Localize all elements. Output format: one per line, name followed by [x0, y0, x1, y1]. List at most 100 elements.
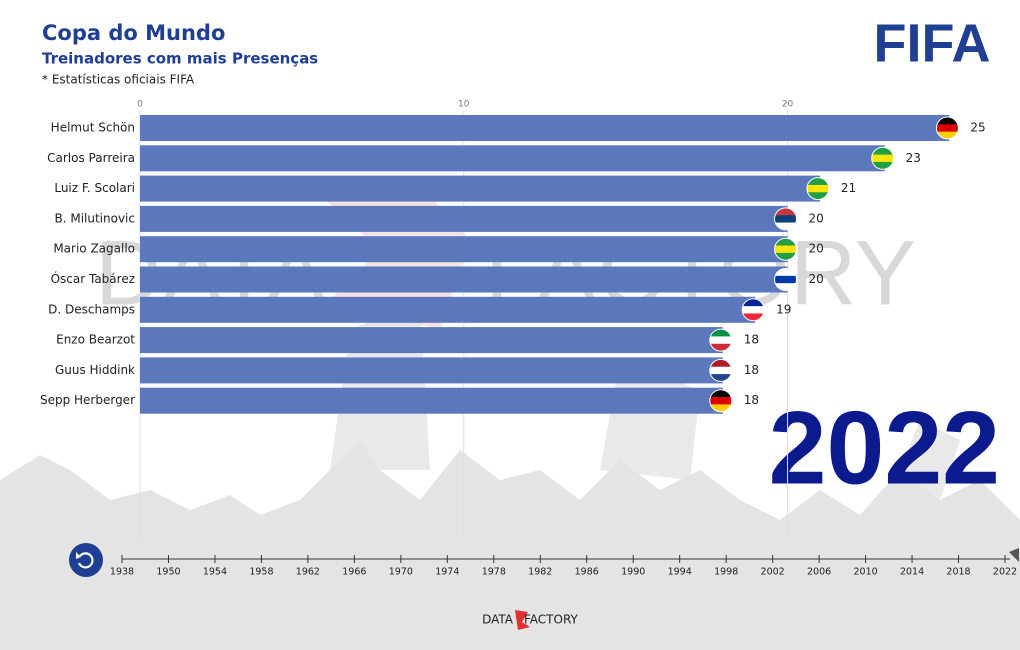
value-label: 20: [809, 272, 824, 286]
value-label: 21: [841, 181, 856, 195]
bar: [140, 145, 885, 172]
category-label: Luiz F. Scolari: [54, 181, 135, 195]
x-tick-label: 10: [458, 100, 470, 110]
timeline-label: 1958: [249, 567, 273, 578]
flag-stripe: [774, 215, 797, 224]
replay-circle[interactable]: [69, 543, 103, 577]
value-label: 18: [744, 333, 759, 347]
timeline-label: 2010: [853, 567, 877, 578]
timeline-label: 1998: [714, 567, 738, 578]
flag-stripe: [709, 359, 732, 368]
x-tick-label: 0: [137, 100, 143, 110]
value-label: 18: [744, 393, 759, 407]
flag-stripe: [709, 366, 732, 375]
x-tick-label: 20: [782, 100, 794, 110]
flag-border: [709, 328, 733, 352]
flag-stripe: [774, 207, 797, 216]
flag-stripe: [774, 252, 797, 261]
flag-stripe: [806, 184, 829, 193]
bar: [140, 266, 788, 293]
timeline-label: 2002: [761, 567, 785, 578]
timeline-label: 1978: [482, 567, 506, 578]
timeline-label: 1994: [668, 567, 692, 578]
flag-stripe: [806, 192, 829, 200]
timeline: 1938 1950 1954 1958 1962 1966 1970 1974 1978 1982…: [69, 543, 1019, 578]
timeline-label: 2022: [993, 567, 1017, 578]
footer: DATA FACTORY: [482, 610, 579, 630]
flag-stripe: [936, 131, 959, 139]
flag-stripe: [936, 117, 959, 125]
flag-border: [774, 237, 798, 261]
flag-border: [871, 146, 895, 170]
flag-stripe: [871, 161, 894, 170]
flag-border: [709, 389, 733, 413]
bar: [140, 115, 950, 141]
timeline-label: 2006: [807, 567, 831, 578]
flag-border: [774, 207, 798, 231]
timeline-label: 1974: [435, 567, 459, 578]
flag-border: [741, 298, 765, 322]
value-label: 23: [906, 151, 921, 165]
flag-border: [709, 358, 733, 382]
category-label: Mario Zagallo: [53, 242, 135, 256]
timeline-label: 1986: [575, 567, 599, 578]
note: * Estatísticas oficiais FIFA: [42, 73, 195, 87]
flag-stripe: [774, 283, 797, 291]
title: Copa do Mundo: [42, 21, 225, 45]
flag-stripe: [774, 245, 797, 254]
timeline-label: 1938: [110, 567, 134, 578]
flag-stripe: [709, 343, 732, 352]
flag-stripe: [709, 404, 732, 412]
bar: [140, 327, 723, 354]
bar: [140, 205, 788, 232]
timeline-label: 1962: [296, 567, 320, 578]
value-label: 19: [776, 302, 791, 316]
bar: [140, 296, 756, 323]
flag-border: [774, 268, 798, 291]
flag-stripe: [774, 222, 797, 230]
category-label: Enzo Bearzot: [56, 333, 135, 347]
timeline-label: 1950: [156, 567, 180, 578]
flag-stripe: [774, 268, 797, 277]
replay-arrow[interactable]: [76, 552, 81, 559]
bar: [140, 357, 723, 384]
category-label: Carlos Parreira: [47, 151, 135, 165]
flag-stripe: [709, 336, 732, 345]
value-label: 18: [744, 363, 759, 377]
value-label: 25: [970, 121, 985, 135]
timeline-label: 2018: [946, 567, 970, 578]
category-label: Sepp Herberger: [40, 393, 135, 407]
timeline-label: 2014: [900, 567, 924, 578]
flag-stripe: [709, 389, 732, 398]
timeline-label: 1990: [621, 567, 645, 578]
flag-stripe: [742, 298, 765, 307]
flag-border: [806, 177, 830, 201]
subtitle: Treinadores com mais Presenças: [42, 50, 318, 68]
timeline-label: 1970: [389, 567, 413, 578]
bar: [140, 175, 820, 202]
category-label: B. Milutinovic: [54, 211, 135, 225]
footer-text: DATA: [482, 613, 514, 627]
flag-border: [935, 116, 959, 140]
timeline-handle: [1009, 548, 1019, 562]
category-label: Helmut Schön: [51, 121, 135, 135]
timeline-label: 1982: [528, 567, 552, 578]
replay-button[interactable]: [69, 543, 103, 577]
flag-stripe: [742, 306, 765, 314]
value-label: 20: [809, 242, 824, 256]
category-label: Guus Hiddink: [55, 363, 135, 377]
bar: [140, 236, 788, 263]
footer-logo-mark: [515, 610, 530, 630]
replay-icon[interactable]: [77, 552, 94, 569]
flag-stripe: [774, 238, 797, 247]
footer-text: FACTORY: [524, 613, 579, 627]
flag-stripe: [774, 275, 797, 284]
flag-stripe: [871, 154, 894, 163]
flag-stripe: [709, 374, 732, 382]
timeline-label: 1954: [203, 567, 227, 578]
plot: 0 10 20 Helmut Schön 25 Carlos Parreira 23 Luiz…: [40, 100, 986, 540]
category-label: D. Deschamps: [48, 302, 135, 316]
current-year: 2022: [769, 390, 1000, 506]
flag-stripe: [709, 329, 732, 337]
flag-stripe: [871, 147, 894, 156]
